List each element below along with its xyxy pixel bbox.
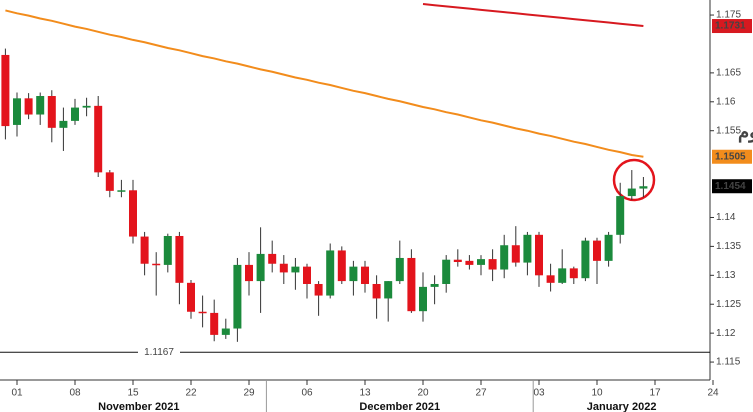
candle-body [627, 188, 636, 197]
x-tick-label: 08 [69, 388, 81, 399]
month-label: January 2022 [587, 401, 657, 412]
candle-body [639, 186, 648, 189]
highlight-circle [612, 158, 656, 202]
moving-average [5, 9, 644, 158]
candle-body [430, 283, 439, 287]
candle-body [361, 266, 369, 284]
candle-body [117, 190, 126, 192]
x-tick-label: 15 [127, 388, 139, 399]
candle-body [465, 260, 474, 265]
candle-body [1, 54, 10, 127]
x-tick-label: 22 [185, 388, 197, 399]
candle-body [82, 105, 91, 108]
y-tick-label: 1.135 [716, 241, 741, 252]
candle-body [349, 266, 358, 282]
price-label: 1.1454 [715, 181, 746, 192]
y-tick-label: 1.155 [716, 125, 741, 136]
y-tick-label: 1.14 [716, 212, 736, 223]
candle-body [372, 283, 381, 299]
candle-body [535, 234, 543, 276]
x-tick-label: 01 [11, 388, 23, 399]
candle-body [546, 275, 555, 283]
candle-body [314, 283, 323, 296]
candle-body [442, 259, 451, 284]
candle-body [291, 266, 300, 273]
candle-body [384, 281, 393, 299]
candle-body [94, 105, 103, 173]
candle-body [59, 120, 68, 128]
candle-body [71, 107, 79, 121]
candle-body [581, 240, 590, 279]
candle-body [233, 264, 242, 329]
candle-body [593, 240, 601, 261]
price-label: 1.1731 [715, 21, 746, 32]
annotation: متوسط 100 يوم [738, 122, 753, 143]
month-label: December 2021 [359, 401, 440, 412]
candle-body [198, 311, 207, 314]
candle-body [279, 263, 288, 273]
x-tick-label: 10 [591, 388, 603, 399]
candle-body [326, 250, 335, 296]
candle-body [419, 286, 427, 312]
x-tick-label: 27 [475, 388, 487, 399]
month-label: November 2021 [98, 401, 179, 412]
candle-body [175, 235, 184, 283]
candle-body [140, 236, 149, 264]
x-tick-label: 03 [533, 388, 545, 399]
candle-body [105, 172, 114, 191]
price-label-box [712, 179, 752, 194]
candle-body [558, 268, 567, 283]
x-tick-label: 13 [359, 388, 371, 399]
candle-body [187, 282, 195, 312]
candle-body [256, 253, 265, 282]
y-tick-label: 1.175 [716, 10, 741, 21]
y-tick-label: 1.13 [716, 270, 736, 281]
candle-body [395, 257, 404, 282]
candle-body [129, 190, 137, 237]
candle-body [407, 257, 416, 312]
candle-body [47, 96, 56, 128]
price-label: 1.1505 [715, 151, 746, 162]
candle-body [569, 268, 578, 279]
candle-body [13, 98, 21, 125]
candle-body [210, 312, 219, 335]
candle-body [616, 196, 625, 235]
y-tick-label: 1.16 [716, 96, 736, 107]
moving-average [422, 3, 644, 28]
candle-body [500, 245, 509, 270]
level-label: 1.1167 [144, 347, 174, 358]
x-tick-label: 24 [707, 388, 719, 399]
candle-body [221, 328, 230, 335]
y-tick-label: 1.125 [716, 299, 741, 310]
y-tick-label: 1.115 [716, 357, 741, 368]
x-tick-label: 29 [243, 388, 255, 399]
candle-body [511, 245, 520, 263]
candle-body [337, 250, 346, 282]
candle-body [604, 234, 613, 261]
y-tick-label: 1.165 [716, 68, 741, 79]
price-label-box [712, 149, 752, 164]
candle-body [453, 259, 462, 263]
candle-body [523, 234, 532, 263]
candle-body [245, 264, 253, 282]
candle-body [477, 259, 485, 265]
candle-body [24, 98, 33, 115]
level-label-bg [138, 345, 180, 360]
candle-body [163, 235, 172, 265]
price-label-box [712, 19, 752, 34]
candle-body [303, 266, 311, 284]
x-tick-label: 17 [649, 388, 661, 399]
y-tick-label: 1.12 [716, 328, 736, 339]
candle-body [36, 96, 45, 115]
x-tick-label: 06 [301, 388, 313, 399]
candle-body [268, 253, 277, 264]
candle-body [152, 263, 161, 266]
x-tick-label: 20 [417, 388, 429, 399]
candle-body [488, 259, 497, 270]
